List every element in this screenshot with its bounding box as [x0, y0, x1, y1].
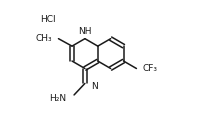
Text: H₂N: H₂N — [49, 94, 66, 103]
Text: CF₃: CF₃ — [142, 64, 157, 73]
Text: NH: NH — [78, 27, 91, 36]
Text: HCl: HCl — [40, 15, 56, 24]
Text: CH₃: CH₃ — [35, 34, 51, 43]
Text: N: N — [91, 82, 97, 91]
